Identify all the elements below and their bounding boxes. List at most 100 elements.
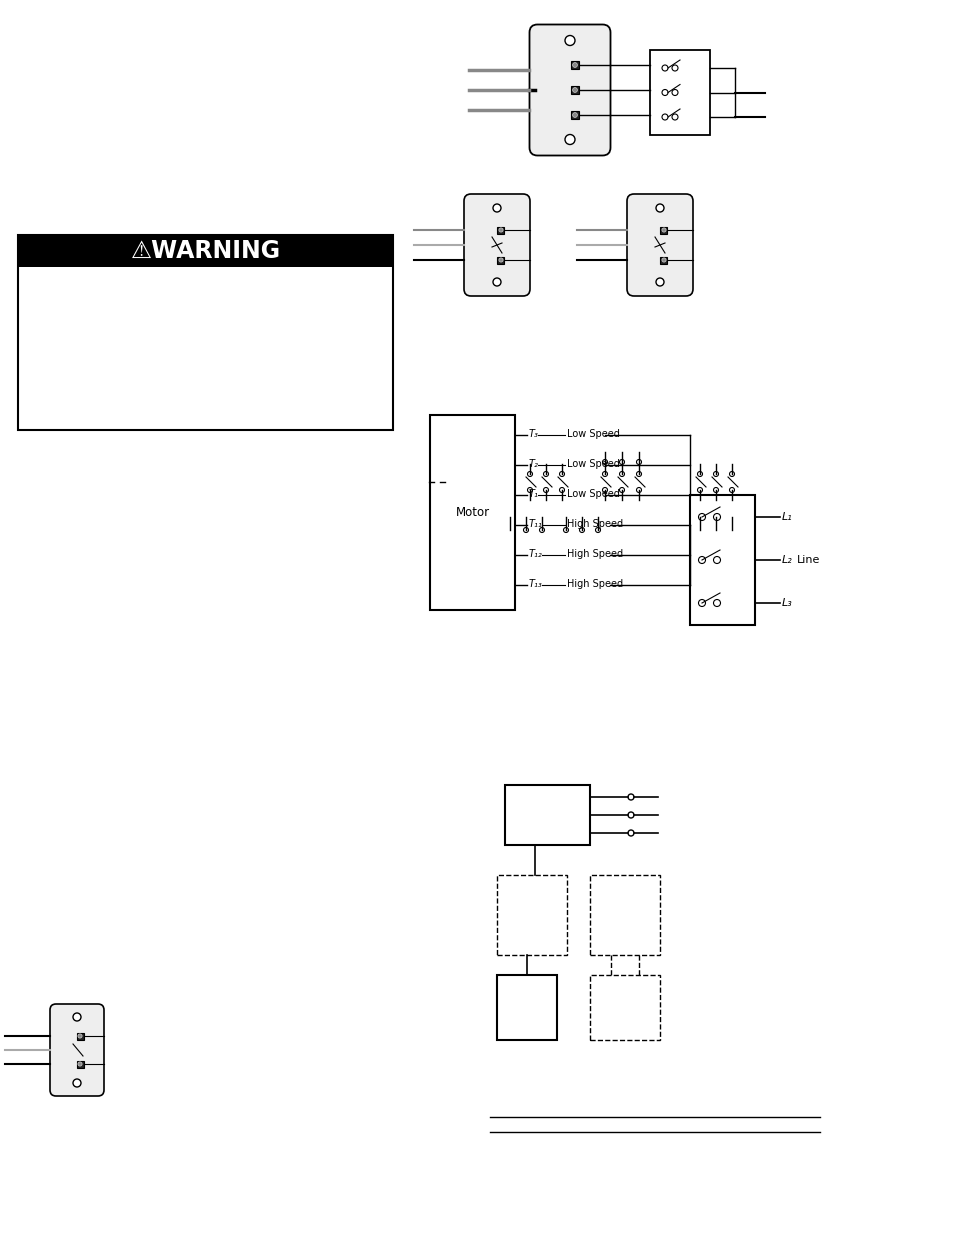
Bar: [430, 415, 515, 610]
Text: L₁: L₁: [781, 513, 792, 522]
Bar: [659, 226, 667, 233]
Circle shape: [713, 488, 718, 493]
FancyBboxPatch shape: [50, 1004, 104, 1095]
Circle shape: [618, 459, 624, 464]
Circle shape: [698, 557, 705, 563]
Circle shape: [661, 228, 665, 232]
Bar: [571, 61, 578, 69]
Bar: [649, 49, 709, 135]
Circle shape: [636, 488, 640, 493]
Circle shape: [558, 488, 564, 493]
Circle shape: [493, 204, 500, 212]
Circle shape: [543, 472, 548, 477]
Circle shape: [527, 488, 532, 493]
Text: High Speed: High Speed: [566, 519, 622, 529]
Text: High Speed: High Speed: [566, 550, 622, 559]
Circle shape: [671, 65, 678, 70]
Bar: [589, 876, 659, 955]
Circle shape: [713, 557, 720, 563]
Circle shape: [697, 472, 701, 477]
Text: High Speed: High Speed: [566, 579, 622, 589]
FancyBboxPatch shape: [529, 25, 610, 156]
Circle shape: [627, 830, 634, 836]
Circle shape: [564, 36, 575, 46]
Circle shape: [729, 488, 734, 493]
Bar: [571, 86, 578, 94]
Circle shape: [595, 527, 599, 532]
Text: T₁₃: T₁₃: [529, 579, 542, 589]
Circle shape: [656, 278, 663, 287]
Text: Low Speed: Low Speed: [566, 459, 619, 469]
FancyBboxPatch shape: [626, 194, 692, 296]
Text: L₃: L₃: [781, 598, 792, 608]
Circle shape: [73, 1079, 81, 1087]
Text: Low Speed: Low Speed: [566, 489, 619, 499]
Circle shape: [661, 89, 667, 95]
Circle shape: [602, 472, 607, 477]
Circle shape: [78, 1062, 82, 1066]
Text: T₂: T₂: [529, 459, 538, 469]
Bar: [497, 876, 566, 955]
Circle shape: [697, 527, 701, 532]
Circle shape: [729, 527, 734, 532]
Circle shape: [713, 514, 720, 520]
Circle shape: [543, 488, 548, 493]
Circle shape: [671, 114, 678, 120]
Bar: [18, 235, 393, 430]
Bar: [589, 974, 659, 1040]
Circle shape: [564, 135, 575, 144]
Bar: [659, 257, 667, 263]
Text: T₁₂: T₁₂: [529, 550, 542, 559]
Circle shape: [661, 258, 665, 262]
Text: Line: Line: [796, 555, 820, 564]
Circle shape: [713, 472, 718, 477]
Bar: [76, 1032, 84, 1040]
Bar: [497, 257, 504, 263]
Circle shape: [698, 599, 705, 606]
Circle shape: [498, 258, 502, 262]
Bar: [497, 226, 504, 233]
Text: T₁: T₁: [529, 489, 538, 499]
Circle shape: [493, 278, 500, 287]
Circle shape: [572, 63, 577, 68]
Circle shape: [434, 479, 439, 485]
Circle shape: [697, 488, 701, 493]
Circle shape: [661, 114, 667, 120]
Text: ⚠WARNING: ⚠WARNING: [131, 240, 280, 263]
Circle shape: [729, 472, 734, 477]
Text: Motor: Motor: [455, 506, 489, 519]
Circle shape: [618, 472, 624, 477]
Circle shape: [572, 88, 577, 93]
Circle shape: [527, 472, 532, 477]
Circle shape: [627, 794, 634, 800]
Circle shape: [618, 488, 624, 493]
Bar: [689, 495, 754, 625]
Circle shape: [636, 459, 640, 464]
Text: T₃: T₃: [529, 429, 538, 438]
Bar: [571, 111, 578, 119]
Circle shape: [671, 89, 678, 95]
Circle shape: [523, 527, 528, 532]
Circle shape: [656, 204, 663, 212]
Circle shape: [563, 527, 568, 532]
Circle shape: [627, 811, 634, 818]
Text: T₁₁: T₁₁: [529, 519, 542, 529]
Circle shape: [661, 65, 667, 70]
Circle shape: [602, 488, 607, 493]
Bar: [504, 785, 589, 845]
Circle shape: [558, 472, 564, 477]
Text: L₂: L₂: [781, 555, 792, 564]
Circle shape: [578, 527, 584, 532]
Circle shape: [713, 599, 720, 606]
Circle shape: [539, 527, 544, 532]
Circle shape: [636, 472, 640, 477]
Circle shape: [507, 527, 512, 532]
Circle shape: [698, 514, 705, 520]
FancyBboxPatch shape: [463, 194, 530, 296]
Circle shape: [73, 1013, 81, 1021]
Circle shape: [713, 527, 718, 532]
Bar: [76, 1061, 84, 1067]
Bar: [18, 235, 393, 267]
Circle shape: [78, 1034, 82, 1039]
Circle shape: [572, 112, 577, 117]
